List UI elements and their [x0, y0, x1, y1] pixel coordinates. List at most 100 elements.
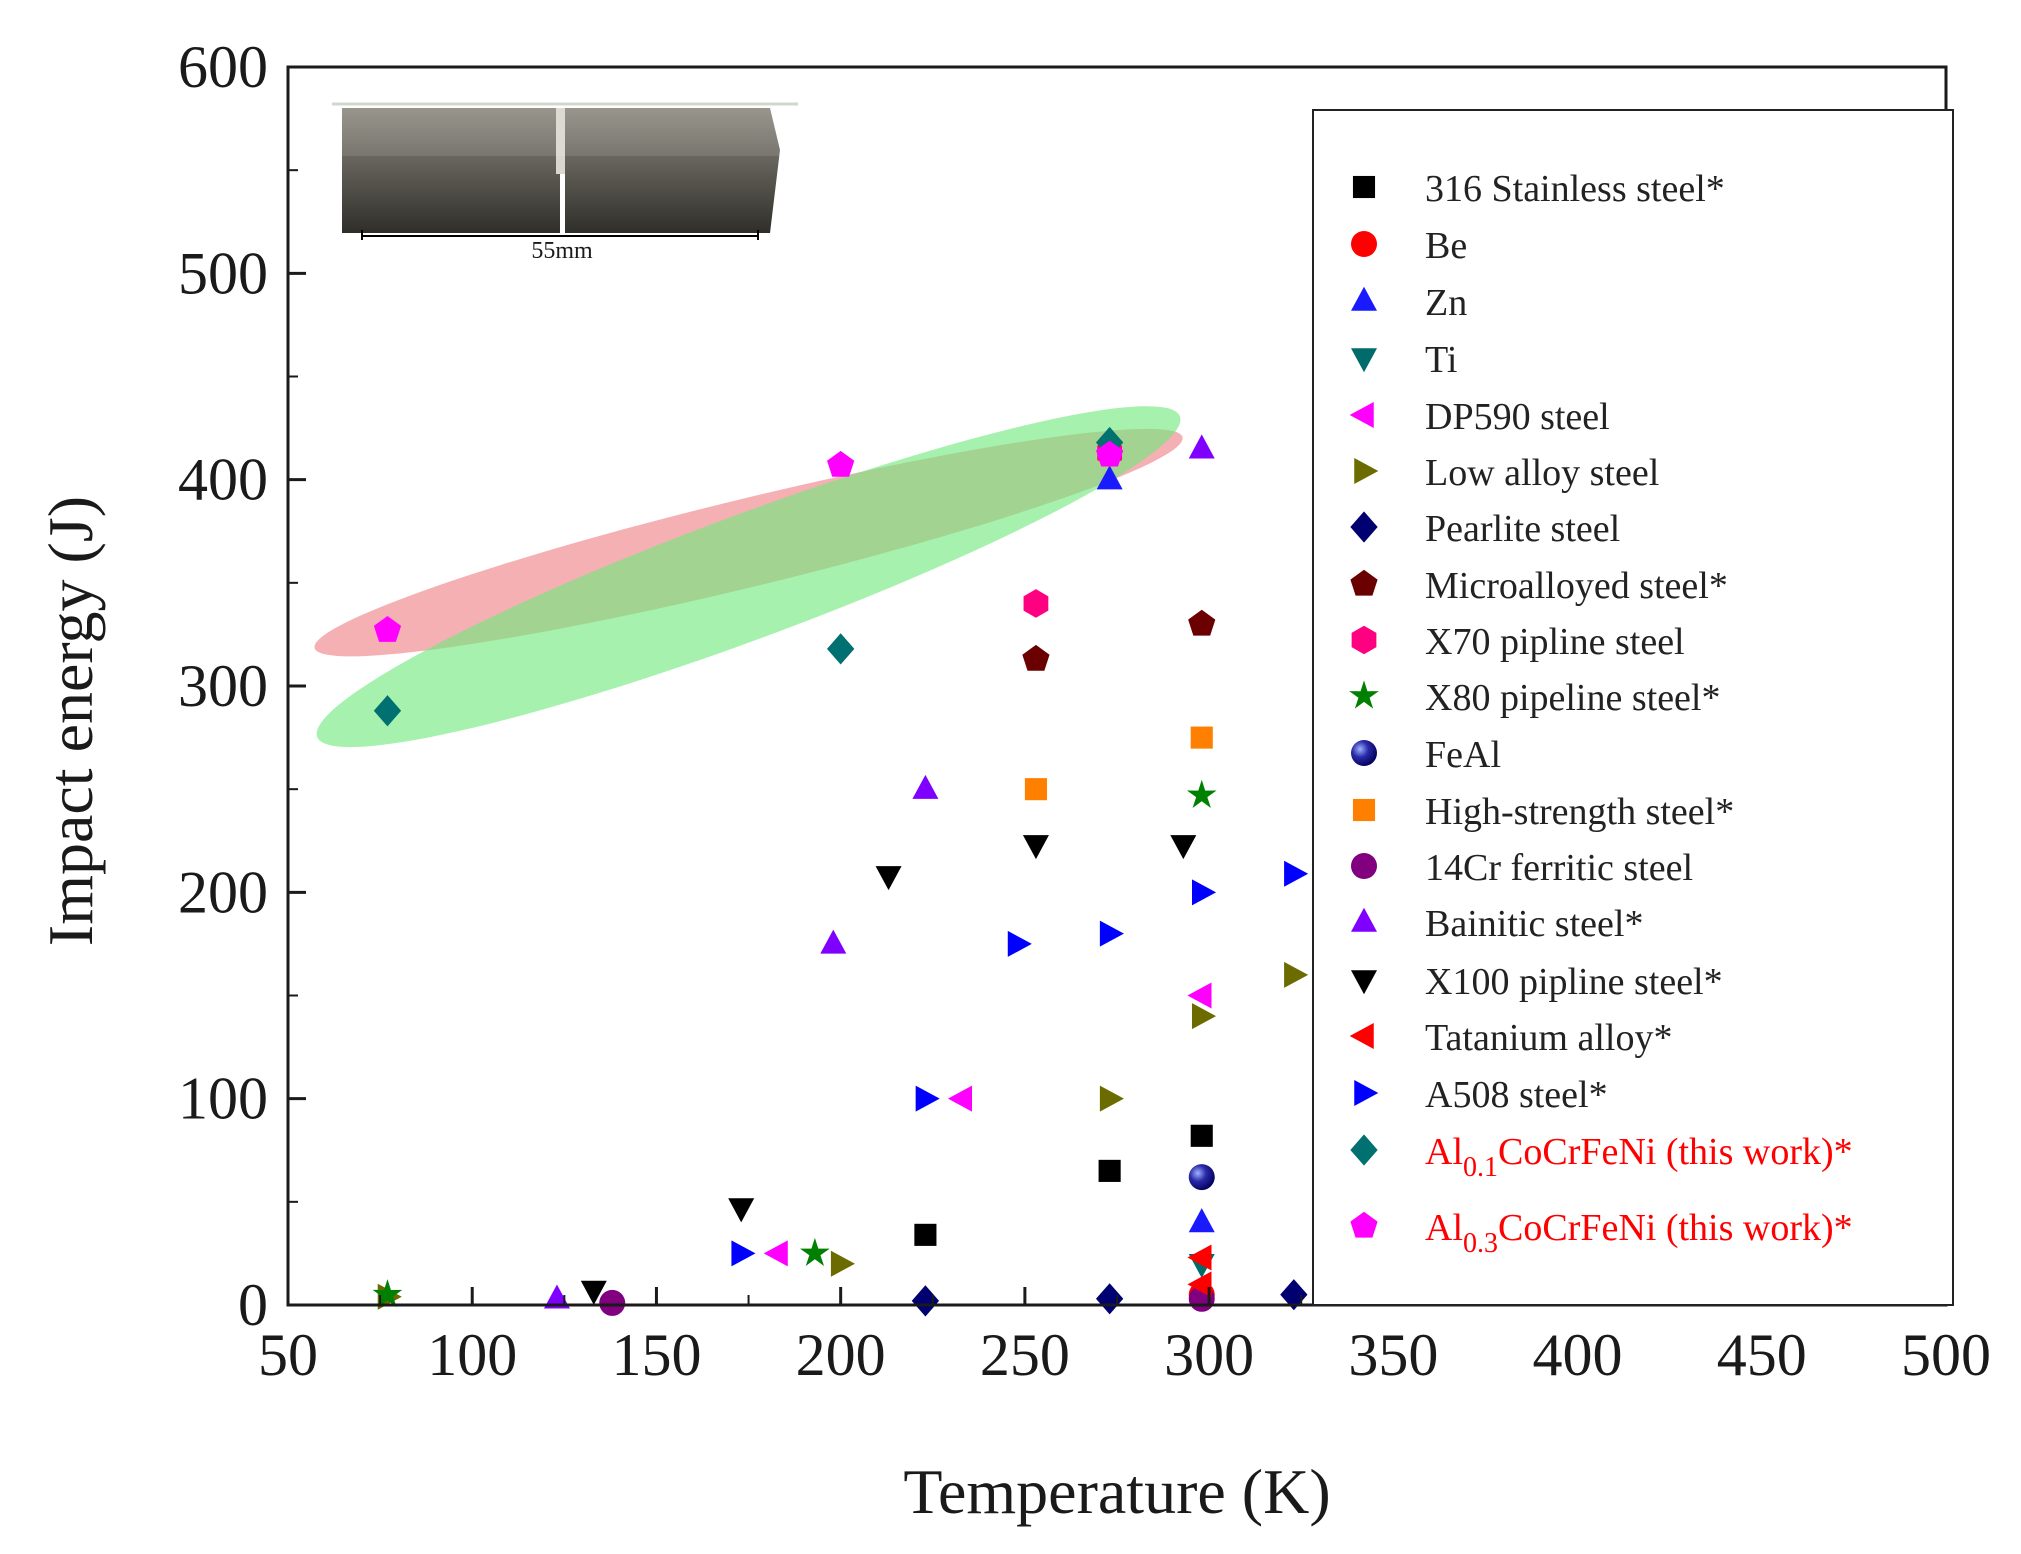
y-tick-label: 0: [238, 1272, 268, 1338]
x-tick-label: 350: [1348, 1322, 1438, 1388]
data-point-tatanium-alloy: [1187, 1271, 1212, 1298]
legend-label-bainitic-steel: Bainitic steel*: [1425, 903, 1643, 945]
legend-marker-be: [1351, 231, 1377, 257]
data-point-low-alloy-steel: [830, 1250, 855, 1277]
inset-scale-caption: 55mm: [531, 238, 593, 264]
data-point-x100-pipline-steel: [875, 866, 902, 891]
y-tick-label: 400: [178, 447, 268, 513]
legend-label-high-strength-steel: High-strength steel*: [1425, 791, 1734, 833]
x-axis-label: Temperature (K): [903, 1456, 1330, 1527]
x-tick-label: 50: [258, 1322, 318, 1388]
legend-label-microalloyed-steel: Microalloyed steel*: [1425, 565, 1728, 607]
data-point-bainitic-steel: [912, 774, 939, 799]
legend-label-14cr-ferritic-steel: 14Cr ferritic steel: [1425, 847, 1693, 889]
legend-box: [1312, 109, 1954, 1306]
legend-label-feal: FeAl: [1425, 734, 1501, 776]
inset-specimen-right-half: [565, 108, 780, 233]
legend-marker-feal: [1351, 740, 1377, 766]
data-point-a508-steel: [1099, 920, 1124, 947]
data-point-low-alloy-steel: [1284, 961, 1309, 988]
legend-marker-microalloyed-steel: [1350, 569, 1378, 596]
y-tick-label: 300: [178, 653, 268, 719]
legend-label-x70-pipline-steel: X70 pipline steel: [1425, 621, 1685, 663]
inset-specimen-left-half: [342, 108, 560, 233]
legend-label-part: CoCrFeNi (this work)*: [1498, 1131, 1853, 1173]
inset-highlight: [342, 108, 780, 156]
legend-label-dp590-steel: DP590 steel: [1425, 396, 1610, 438]
legend-label-ti: Ti: [1425, 339, 1457, 381]
data-point-microalloyed-steel: [1022, 644, 1050, 671]
legend-label-low-alloy-steel: Low alloy steel: [1425, 452, 1659, 494]
legend-marker-14cr-ferritic-steel: [1351, 853, 1377, 879]
series-al0-3cocrfeni-this-work: [373, 440, 1124, 642]
data-point-pearlite-steel: [1095, 1283, 1124, 1315]
y-tick-label: 200: [178, 859, 268, 925]
legend-label-x80-pipeline-steel: X80 pipeline steel*: [1425, 677, 1720, 719]
data-point-low-alloy-steel: [1191, 1003, 1217, 1030]
data-point-bainitic-steel: [820, 929, 847, 954]
legend-label-part: CoCrFeNi (this work)*: [1498, 1207, 1853, 1249]
legend-label-al0-3cocrfeni-this-work: Al0.3CoCrFeNi (this work)*: [1425, 1207, 1853, 1259]
series-14cr-ferritic-steel: [599, 1285, 1215, 1316]
legend-label-al0-1cocrfeni-this-work: Al0.1CoCrFeNi (this work)*: [1425, 1131, 1853, 1183]
data-point-high-strength-steel: [1024, 778, 1047, 801]
legend-label-a508-steel: A508 steel*: [1425, 1074, 1608, 1116]
data-point-microalloyed-steel: [1188, 609, 1216, 636]
x-tick-label: 100: [427, 1322, 517, 1388]
data-point-x80-pipeline-steel: [372, 1279, 403, 1308]
data-point-316-stainless-steel: [914, 1223, 937, 1246]
series-dp590-steel: [763, 982, 1212, 1267]
data-point-x100-pipline-steel: [1022, 835, 1049, 860]
series-high-strength-steel: [1024, 726, 1213, 801]
x-tick-label: 150: [611, 1322, 701, 1388]
y-tick-label: 500: [178, 240, 268, 306]
data-point-a508-steel: [915, 1085, 940, 1112]
data-point-high-strength-steel: [1190, 726, 1213, 749]
x-tick-label: 300: [1164, 1322, 1254, 1388]
data-point-al0-3cocrfeni-this-work: [1096, 440, 1124, 467]
data-point-feal: [1188, 1164, 1215, 1191]
data-point-x100-pipline-steel: [728, 1198, 755, 1223]
legend-label-subscript: 0.1: [1463, 1152, 1498, 1183]
x-tick-label: 500: [1901, 1322, 1991, 1388]
series-low-alloy-steel: [377, 961, 1309, 1310]
data-point-a508-steel: [731, 1240, 756, 1267]
legend-label-subscript: 0.3: [1463, 1228, 1498, 1259]
series-microalloyed-steel: [1022, 609, 1216, 671]
data-point-al0-1cocrfeni-this-work: [373, 695, 402, 727]
data-point-x80-pipeline-steel: [1186, 779, 1217, 808]
legend-marker-a508-steel: [1354, 1080, 1379, 1106]
legend-marker-bainitic-steel: [1351, 907, 1377, 932]
data-point-316-stainless-steel: [1098, 1159, 1121, 1182]
legend-label-part: Al: [1425, 1207, 1463, 1249]
legend-label-be: Be: [1425, 225, 1467, 267]
x-tick-label: 400: [1533, 1322, 1623, 1388]
y-tick-label: 100: [178, 1066, 268, 1132]
legend-marker-tatanium-alloy: [1349, 1023, 1374, 1049]
legend-label-x100-pipline-steel: X100 pipline steel*: [1425, 961, 1723, 1003]
data-point-dp590-steel: [763, 1240, 788, 1267]
data-point-316-stainless-steel: [1190, 1124, 1213, 1147]
series-a508-steel: [731, 860, 1309, 1267]
highlight-ellipse-al0-1cocrfeni-this-work: [316, 406, 1181, 748]
data-point-pearlite-steel: [1280, 1279, 1308, 1311]
data-point-al0-3cocrfeni-this-work: [827, 450, 855, 477]
legend-label-316-stainless-steel: 316 Stainless steel*: [1425, 168, 1725, 210]
y-axis-label: Impact energy (J): [35, 496, 106, 946]
data-point-x80-pipeline-steel: [800, 1237, 830, 1267]
data-point-bainitic-steel: [1188, 434, 1215, 459]
series-316-stainless-steel: [914, 1124, 1213, 1246]
x-tick-label: 200: [796, 1322, 886, 1388]
inset-notch: [556, 108, 565, 174]
data-point-zn: [1096, 465, 1123, 490]
series-tatanium-alloy: [1187, 1244, 1212, 1298]
data-point-al0-1cocrfeni-this-work: [827, 633, 855, 665]
legend-marker-al0-3cocrfeni-this-work: [1350, 1211, 1378, 1238]
legend-marker-x70-pipline-steel: [1351, 625, 1377, 655]
series-x100-pipline-steel: [580, 835, 1197, 1305]
data-point-pearlite-steel: [911, 1285, 940, 1317]
x-tick-label: 250: [980, 1322, 1070, 1388]
series-pearlite-steel: [911, 1279, 1308, 1317]
y-tick-label: 600: [178, 34, 268, 100]
